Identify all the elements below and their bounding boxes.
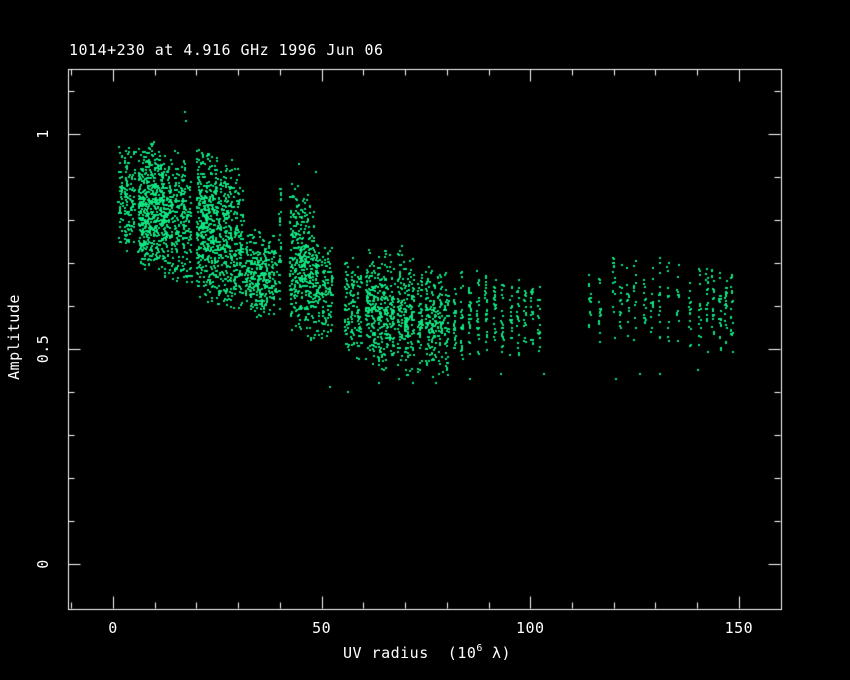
x-axis-label-exponent: 6 [476,643,483,654]
x-axis-label-unit: λ) [482,644,512,662]
x-tick-label: 100 [515,619,545,637]
y-tick-label: 1 [34,128,52,139]
x-tick-label: 150 [724,619,754,637]
y-tick-label: 0.5 [34,334,52,363]
y-axis-label: Amplitude [5,294,23,380]
x-axis-label-text: UV radius (10 [342,644,477,662]
plot-title: 1014+230 at 4.916 GHz 1996 Jun 06 [69,41,384,59]
x-tick-label: 50 [312,619,332,637]
x-tick-label: 0 [108,619,118,637]
y-tick-label: 0 [34,559,52,569]
x-axis-label: UV radius (106 λ) [342,643,512,662]
